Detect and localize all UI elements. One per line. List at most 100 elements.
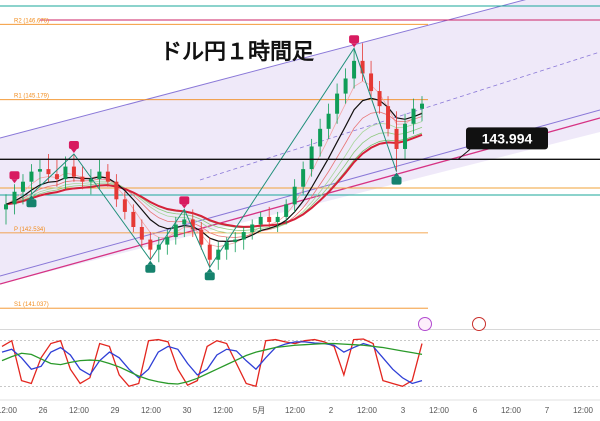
candle-body (352, 60, 357, 79)
ma-long-line (5, 133, 423, 228)
x-tick-label: 12:00 (573, 406, 594, 415)
candle-body (46, 169, 51, 175)
swing-low-marker (145, 264, 156, 273)
swing-high-arrow (181, 204, 188, 209)
candle-body (12, 191, 17, 205)
candle-body (335, 93, 340, 114)
candle-body (318, 128, 323, 147)
candle-body (131, 211, 136, 227)
candle-body (54, 174, 59, 180)
x-tick-label: 12:00 (357, 406, 378, 415)
swing-high-marker (9, 171, 20, 180)
swing-low-marker (204, 272, 215, 281)
candle-body (343, 78, 348, 94)
swing-low-arrow (393, 172, 400, 177)
candle-body (411, 108, 416, 124)
swing-low-marker (26, 199, 37, 208)
candle-body (199, 229, 204, 245)
candle-body (258, 216, 263, 225)
candle-body (105, 171, 110, 182)
x-tick-label: 26 (39, 406, 48, 415)
candle-body (190, 219, 195, 230)
swing-high-arrow (11, 179, 18, 184)
candle-body (165, 237, 170, 245)
candle-body (122, 199, 127, 212)
swing-low-arrow (206, 268, 213, 273)
swing-high-marker (349, 35, 360, 44)
candle-body (224, 242, 229, 250)
current-price-box (466, 127, 548, 150)
candle-body (233, 239, 238, 243)
candle-body (360, 60, 365, 74)
candle-body (88, 179, 93, 182)
candle-body (326, 113, 331, 129)
candle-body (420, 103, 424, 109)
pivot-label-r2: R2 (146.676) (14, 18, 49, 24)
candle-body (207, 244, 212, 260)
candle-body (63, 166, 68, 180)
x-tick-label: 12:00 (0, 406, 18, 415)
candle-body (386, 106, 391, 129)
chart-title: ドル円１時間足 (160, 40, 315, 65)
ma-ribbon-line-3 (5, 121, 423, 235)
trend-channel-fill (0, 0, 600, 284)
candle-body (403, 123, 408, 149)
current-price-label: 143.994 (482, 130, 533, 146)
candle-body (80, 176, 85, 182)
oscillator-line-1 (1, 341, 423, 385)
candle-body (301, 169, 306, 187)
flag-icon[interactable] (472, 317, 486, 331)
pivot-label-r1: R1 (145.179) (14, 94, 49, 100)
oscillator-line-0 (1, 338, 423, 388)
candle-body (29, 171, 34, 182)
x-tick-label: 12:00 (141, 406, 162, 415)
ma-ribbon-line-4 (5, 126, 423, 231)
x-tick-label: 2 (329, 406, 334, 415)
candle-body (250, 224, 255, 233)
x-tick-label: 12:00 (501, 406, 522, 415)
candle-body (377, 91, 382, 107)
swing-low-arrow (147, 260, 154, 265)
x-tick-label: 12:00 (285, 406, 306, 415)
oscillator-separator (0, 329, 600, 330)
candle-body (284, 204, 289, 217)
candle-body (267, 216, 272, 222)
x-tick-label: 12:00 (69, 406, 90, 415)
candle-body (4, 204, 8, 210)
pivot-label-s1: S1 (141.037) (14, 302, 49, 308)
candle-body (241, 232, 246, 240)
candle-body (148, 239, 153, 250)
candle-body (369, 73, 374, 92)
x-tick-label: 5月 (253, 406, 265, 415)
swing-high-marker (68, 141, 79, 149)
swing-high-arrow (351, 43, 358, 48)
candle-body (394, 128, 399, 149)
x-tick-label: 6 (473, 406, 478, 415)
ma-short-line (5, 97, 423, 242)
current-price-pointer (457, 148, 471, 160)
pivot-label-p: P (142.534) (14, 227, 45, 233)
candle-body (309, 146, 314, 170)
candle-body (182, 219, 187, 225)
x-tick-label: 29 (111, 406, 120, 415)
x-tick-label: 12:00 (429, 406, 450, 415)
zigzag-line (31, 47, 398, 269)
oscillator-line-2 (1, 342, 423, 385)
swing-high-marker (179, 196, 190, 205)
candle-body (37, 169, 42, 172)
lightning-icon[interactable] (418, 317, 432, 331)
ma-ribbon-line-2 (5, 111, 423, 238)
x-tick-label: 7 (545, 406, 550, 415)
x-tick-label: 3 (401, 406, 406, 415)
candle-body (20, 181, 25, 192)
swing-high-arrow (70, 149, 77, 153)
candle-body (275, 216, 280, 222)
swing-low-marker (391, 176, 402, 185)
x-tick-label: 30 (183, 406, 192, 415)
candle-body (292, 186, 297, 205)
candle-body (139, 227, 144, 240)
candle-body (97, 171, 102, 180)
candle-body (173, 224, 178, 238)
